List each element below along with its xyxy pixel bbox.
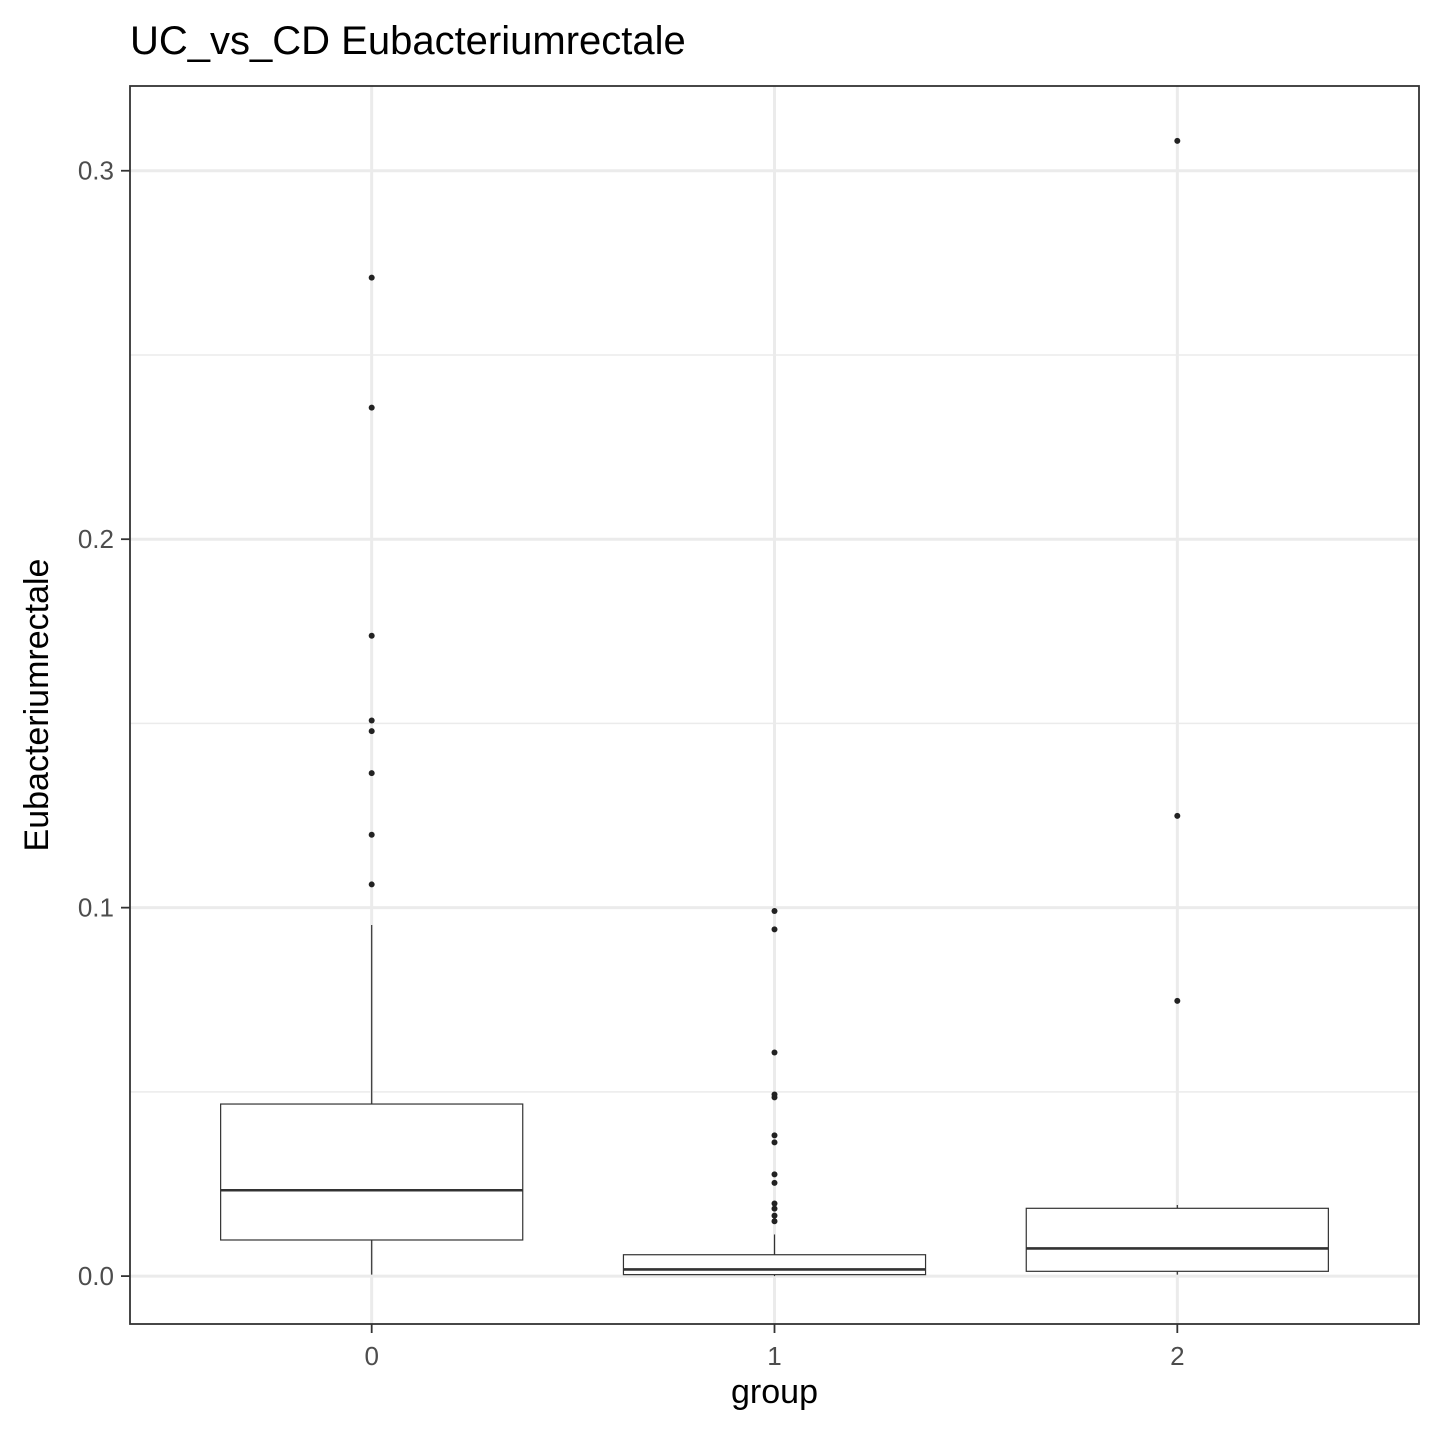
box-group-0 — [220, 274, 524, 1275]
y-axis-title: Eubacteriumrectale — [18, 559, 56, 852]
y-tick-label: 0.2 — [78, 524, 114, 554]
outlier-point — [771, 1205, 778, 1212]
box-group-2 — [1025, 137, 1329, 1275]
iqr-box — [622, 1254, 927, 1276]
y-tick-label: 0.1 — [78, 893, 114, 923]
outlier-point — [368, 404, 375, 411]
axes: 0.0 0.1 0.2 0.3 0 1 2 — [78, 156, 1185, 1371]
box-group-1 — [622, 907, 927, 1277]
outlier-point — [368, 728, 375, 735]
outlier-point — [771, 1171, 778, 1178]
x-axis-title: group — [731, 1373, 818, 1411]
x-tick-label: 1 — [767, 1341, 781, 1371]
outlier-point — [771, 1049, 778, 1056]
outlier-point — [368, 274, 375, 281]
outlier-point — [1174, 137, 1181, 144]
outlier-point — [368, 717, 375, 724]
grid-lines — [130, 86, 1419, 1324]
outlier-point — [1174, 997, 1181, 1004]
outlier-point — [368, 881, 375, 888]
outlier-point — [771, 907, 778, 914]
iqr-box — [1025, 1207, 1329, 1272]
y-tick-label: 0.0 — [78, 1261, 114, 1291]
box-series — [220, 137, 1329, 1277]
outlier-point — [771, 1218, 778, 1225]
x-tick-label: 0 — [364, 1341, 378, 1371]
chart-title: UC_vs_CD Eubacteriumrectale — [130, 19, 686, 63]
outlier-point — [771, 926, 778, 933]
outlier-point — [368, 831, 375, 838]
outlier-point — [1174, 812, 1181, 819]
outlier-point — [368, 770, 375, 777]
outlier-point — [771, 1094, 778, 1101]
outlier-point — [771, 1132, 778, 1139]
x-tick-label: 2 — [1170, 1341, 1184, 1371]
outlier-point — [368, 632, 375, 639]
y-tick-label: 0.3 — [78, 156, 114, 186]
outlier-point — [771, 1139, 778, 1146]
iqr-box — [220, 1103, 524, 1241]
outlier-point — [771, 1200, 778, 1207]
outlier-point — [771, 1212, 778, 1219]
outlier-point — [771, 1179, 778, 1186]
